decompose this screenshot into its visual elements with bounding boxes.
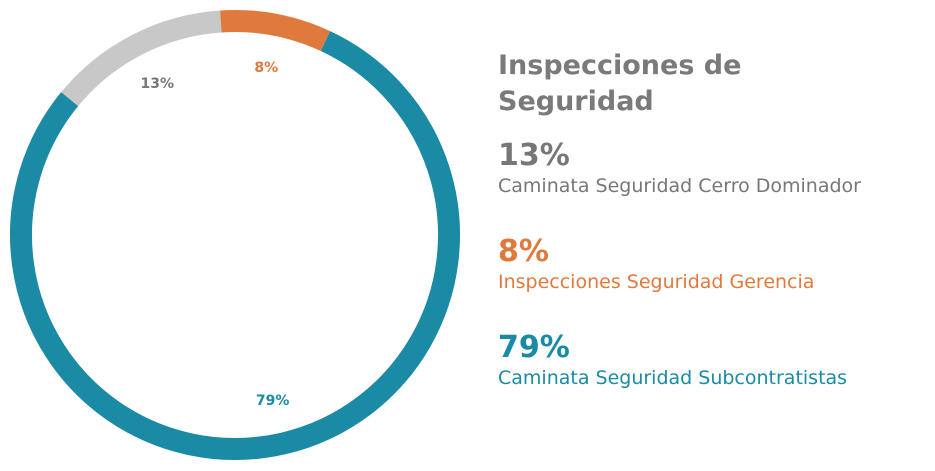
chart-title: Inspecciones de Seguridad xyxy=(498,50,742,117)
donut-segment xyxy=(61,10,222,107)
legend-value: 13% xyxy=(498,138,570,173)
legend-label: Caminata Seguridad Subcontratistas xyxy=(498,367,848,389)
legend-label: Inspecciones Seguridad Gerencia xyxy=(498,271,815,293)
segment-label: 8% xyxy=(254,60,278,76)
segment-label: 13% xyxy=(141,76,175,92)
legend: Inspecciones de Seguridad 13% Caminata Se… xyxy=(498,48,928,426)
legend-value: 8% xyxy=(498,234,549,269)
legend-value: 79% xyxy=(498,330,570,365)
donut-chart: 13% 8% 79% xyxy=(10,10,460,460)
donut-segment xyxy=(10,31,460,460)
legend-label: Caminata Seguridad Cerro Dominador xyxy=(498,175,861,197)
segment-label: 79% xyxy=(256,393,290,409)
donut-segment xyxy=(220,10,331,52)
